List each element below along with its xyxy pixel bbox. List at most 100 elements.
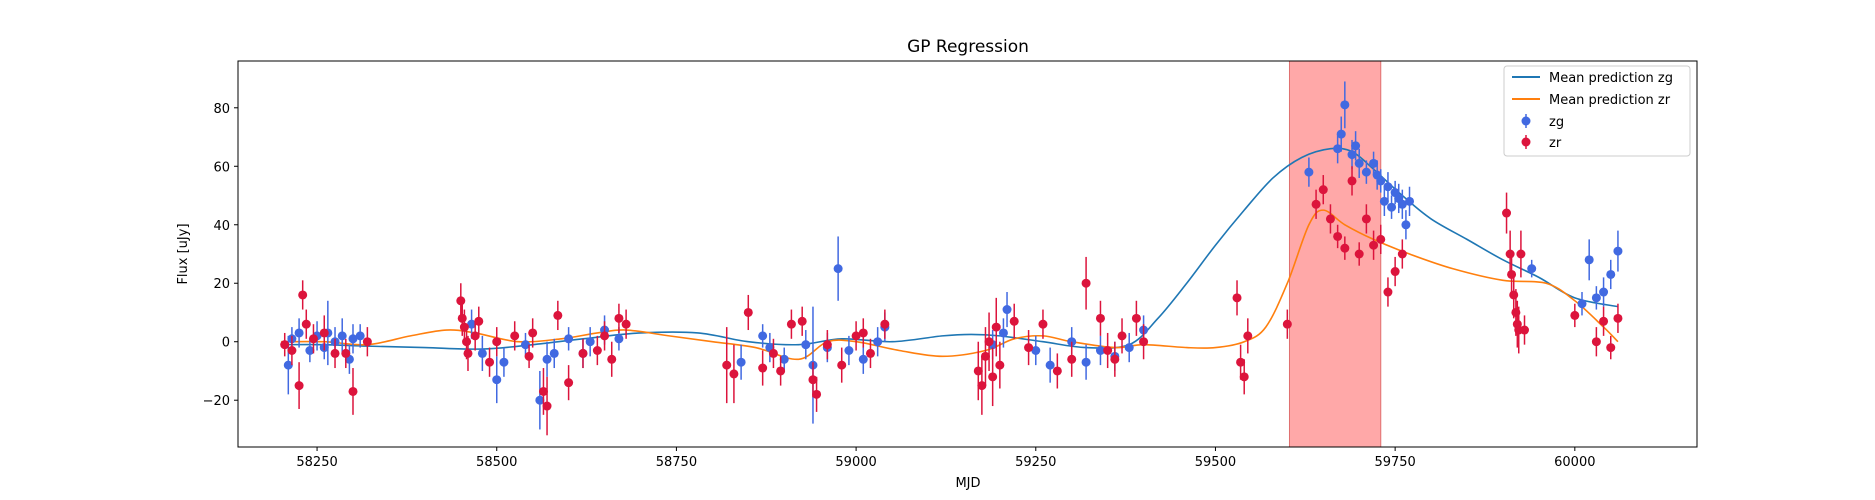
data-point-zr [984, 337, 994, 347]
data-point-zg [1095, 346, 1105, 355]
data-point-zg [535, 395, 545, 405]
data-point-zg [1613, 246, 1623, 256]
data-point-zg [283, 360, 293, 370]
data-point-zg [477, 348, 487, 358]
data-point-zg [542, 354, 552, 364]
data-point-zr [1340, 243, 1350, 253]
data-point-zr [1282, 319, 1292, 329]
data-point-zr [287, 346, 297, 355]
highlight-region [1288, 60, 1382, 448]
data-point-zg [1383, 182, 1393, 192]
data-point-zr [1507, 269, 1517, 279]
data-point-zr [722, 360, 732, 370]
legend-box [1503, 65, 1691, 157]
data-point-zg [1584, 255, 1594, 265]
data-point-zr [1236, 357, 1246, 367]
data-point-zg [1351, 141, 1361, 151]
legend-label-zg-line: Mean prediction zg [1549, 71, 1673, 86]
data-point-zg [614, 334, 624, 344]
data-point-zr [786, 319, 796, 329]
data-point-zr [578, 348, 588, 358]
data-point-zg [492, 375, 502, 385]
data-point-zr [1361, 214, 1371, 224]
data-point-zr [743, 307, 753, 317]
data-point-zg [1354, 158, 1364, 168]
data-point-zr [362, 337, 372, 347]
y-tick-label: 0 [222, 336, 230, 351]
legend-swatch-zr-marker [1521, 137, 1531, 147]
data-point-zr [991, 322, 1001, 332]
data-point-zr [553, 310, 563, 320]
data-point-zr [1606, 343, 1616, 353]
data-point-zr [1024, 343, 1034, 353]
data-point-zr [880, 319, 890, 329]
data-point-zg [1361, 167, 1371, 177]
data-point-zr [301, 319, 311, 329]
data-point-zr [977, 381, 987, 391]
axes-frame [237, 60, 1698, 448]
data-point-zg [1369, 158, 1379, 168]
x-ticks: 58250 58500 58750 59000 59250 59500 59750 60000 [296, 447, 1595, 470]
data-point-zr [592, 346, 602, 355]
data-point-zr [1052, 366, 1062, 376]
data-point-zr [865, 348, 875, 358]
y-tick-label: −20 [203, 394, 230, 409]
data-point-zr [758, 363, 768, 373]
data-point-zr [1095, 313, 1105, 323]
data-point-zr [1613, 313, 1623, 323]
data-point-zr [1081, 278, 1091, 288]
data-point-zg [1002, 305, 1012, 315]
data-point-zg [1124, 343, 1134, 353]
data-point-zr [1369, 240, 1379, 250]
data-point-zg [355, 331, 365, 341]
data-point-zg [998, 328, 1008, 338]
data-point-zg [833, 264, 843, 274]
data-point-zr [1243, 331, 1253, 341]
data-point-zr [1318, 185, 1328, 195]
data-point-zr [1376, 234, 1386, 244]
data-point-zr [474, 316, 484, 326]
data-point-zr [1509, 290, 1519, 300]
data-point-zg [467, 319, 477, 329]
data-point-zr [459, 322, 469, 332]
data-point-zr [319, 328, 329, 338]
data-point-zr [463, 348, 473, 358]
data-point-zg [1304, 167, 1314, 177]
data-point-zr [729, 369, 739, 379]
y-tick-label: 60 [213, 160, 230, 175]
data-point-zr [1505, 249, 1515, 259]
data-point-zg [1347, 150, 1357, 160]
data-point-zr [1599, 316, 1609, 326]
data-point-zg [1397, 199, 1407, 209]
data-point-zr [538, 386, 548, 396]
data-point-zr [768, 348, 778, 358]
data-point-zg [294, 328, 304, 338]
data-point-zr [456, 296, 466, 306]
data-point-zr [1354, 249, 1364, 259]
data-point-zg [873, 337, 883, 347]
data-point-zr [776, 366, 786, 376]
data-points [280, 81, 1623, 436]
data-point-zr [457, 313, 467, 323]
legend-label-zr: zr [1549, 136, 1562, 151]
data-point-zg [779, 354, 789, 364]
data-point-zr [1516, 249, 1526, 259]
data-point-zg [1606, 269, 1616, 279]
chart-title: GP Regression [907, 37, 1029, 57]
data-point-zg [1387, 202, 1397, 212]
x-tick-label: 58500 [476, 455, 517, 470]
data-point-zr [1067, 354, 1077, 364]
data-point-zr [564, 378, 574, 388]
data-point-zg [1340, 100, 1350, 110]
data-point-zg [499, 357, 509, 367]
data-point-zr [528, 328, 538, 338]
data-point-zg [305, 346, 315, 355]
data-point-zg [1591, 293, 1601, 303]
data-point-zr [1502, 208, 1512, 218]
data-point-zg [585, 337, 595, 347]
data-point-zr [973, 366, 983, 376]
data-point-zr [298, 290, 308, 300]
data-point-zg [1599, 287, 1609, 297]
data-point-zr [607, 354, 617, 364]
shaded-region [1288, 60, 1382, 448]
